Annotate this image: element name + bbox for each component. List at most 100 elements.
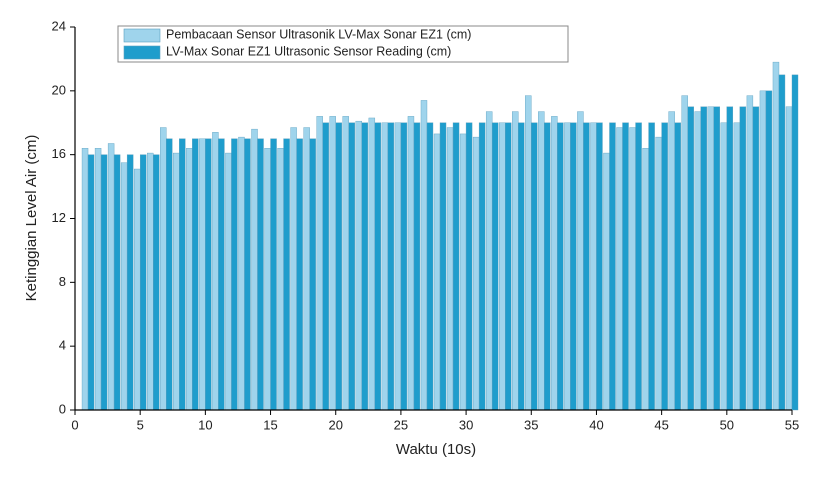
bar	[342, 116, 349, 411]
bar	[87, 154, 95, 411]
bar	[361, 122, 368, 411]
bar	[355, 120, 363, 411]
bar	[381, 122, 389, 411]
y-tick-label: 4	[59, 338, 66, 353]
bar	[778, 74, 786, 411]
bar	[374, 122, 382, 411]
bar	[733, 122, 741, 411]
bar	[590, 122, 597, 411]
bar	[485, 111, 493, 411]
bar	[107, 143, 115, 411]
bar	[681, 95, 688, 411]
bar	[160, 127, 167, 411]
bar	[309, 138, 316, 411]
bar	[551, 116, 558, 411]
bar	[642, 148, 649, 411]
bar	[231, 138, 238, 411]
bar	[518, 122, 525, 411]
bar	[713, 106, 720, 411]
bar	[218, 138, 225, 411]
bar	[173, 152, 180, 411]
bar	[283, 138, 290, 411]
bar	[746, 95, 754, 411]
bar	[387, 122, 395, 411]
bar	[577, 111, 584, 411]
x-tick-label: 35	[524, 417, 538, 432]
bar	[465, 122, 473, 411]
x-tick-label: 30	[459, 417, 473, 432]
bar	[531, 122, 538, 411]
bar	[694, 111, 701, 411]
bar	[179, 138, 186, 411]
bar	[478, 122, 486, 411]
bar	[153, 154, 160, 411]
bar	[316, 116, 323, 411]
bar	[687, 106, 694, 411]
x-tick-label: 10	[198, 417, 212, 432]
y-tick-label: 8	[59, 274, 66, 289]
bar	[192, 138, 199, 411]
bar	[368, 117, 376, 411]
bar	[739, 106, 747, 411]
x-axis-title: Waktu (10s)	[396, 441, 476, 458]
x-tick-label: 25	[394, 417, 408, 432]
bar	[616, 127, 623, 411]
bar	[257, 138, 264, 411]
bar	[499, 122, 506, 411]
bar	[759, 90, 767, 411]
bar	[413, 122, 421, 411]
bar	[452, 122, 460, 411]
bar	[661, 122, 668, 411]
bar	[583, 122, 590, 411]
bar	[251, 128, 258, 411]
bar	[100, 154, 108, 411]
bar	[505, 122, 512, 411]
bar	[133, 168, 141, 411]
bar	[225, 152, 232, 411]
bar	[113, 154, 121, 411]
bar	[147, 152, 154, 411]
bar	[270, 138, 277, 411]
x-tick-label: 40	[589, 417, 603, 432]
bar	[557, 122, 564, 411]
bar	[166, 138, 173, 411]
bar	[199, 138, 206, 411]
x-tick-label: 45	[654, 417, 668, 432]
bar	[205, 138, 212, 411]
y-tick-label: 12	[52, 210, 66, 225]
legend-label: Pembacaan Sensor Ultrasonik LV-Max Sonar…	[166, 27, 471, 41]
bar	[512, 111, 519, 411]
bar	[348, 122, 355, 411]
legend-swatch	[123, 28, 161, 43]
bar	[394, 122, 402, 411]
x-tick-label: 0	[71, 417, 78, 432]
bar	[655, 136, 662, 411]
bar	[609, 122, 616, 411]
bar	[446, 127, 454, 411]
bar	[329, 116, 336, 411]
bar	[622, 122, 629, 411]
bar	[322, 122, 329, 411]
bar	[126, 154, 134, 411]
bar	[81, 148, 89, 411]
bar	[426, 122, 434, 411]
bar	[433, 133, 441, 411]
bar	[726, 106, 734, 411]
legend-label: LV-Max Sonar EZ1 Ultrasonic Sensor Readi…	[166, 44, 451, 58]
x-tick-label: 5	[137, 417, 144, 432]
bar	[700, 106, 707, 411]
bar	[668, 111, 675, 411]
bar	[238, 136, 245, 411]
bar	[538, 111, 545, 411]
bar	[752, 106, 760, 411]
y-tick-label: 24	[52, 18, 66, 33]
bar	[707, 106, 714, 411]
bar	[264, 148, 271, 411]
bar	[525, 95, 532, 411]
x-tick-label: 55	[785, 417, 799, 432]
y-tick-label: 0	[59, 401, 66, 416]
bar	[244, 138, 251, 411]
bar	[400, 122, 408, 411]
bar	[94, 148, 102, 411]
x-tick-label: 50	[720, 417, 734, 432]
